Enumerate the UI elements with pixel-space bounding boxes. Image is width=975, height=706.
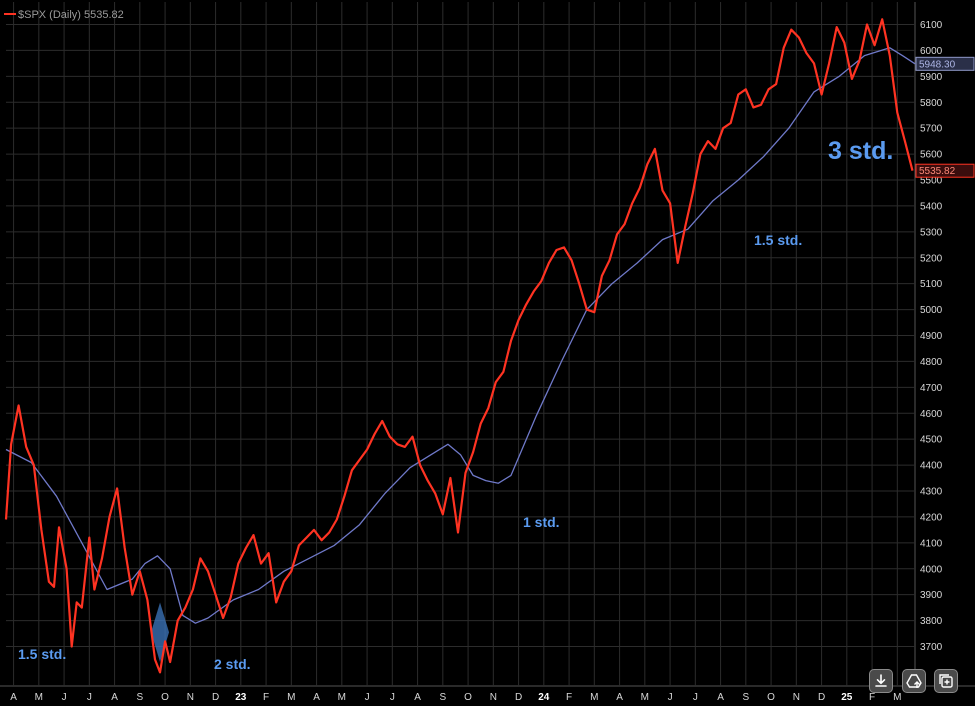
x-tick-label: N bbox=[793, 692, 800, 703]
y-tick-label: 5700 bbox=[920, 124, 943, 135]
x-tick-label: M bbox=[35, 692, 43, 703]
annotation-1-std: 1 std. bbox=[523, 514, 560, 530]
x-axis: A M J J A S O N D 23 F M A M J J A S O N D 24 F M A M J J A S O N D 25 F M bbox=[10, 692, 901, 703]
y-tick-label: 5400 bbox=[920, 201, 943, 212]
download-button[interactable] bbox=[869, 669, 893, 693]
y-tick-label: 4600 bbox=[920, 409, 943, 420]
add-to-collection-button[interactable] bbox=[934, 669, 958, 693]
grid-layer bbox=[0, 2, 975, 687]
x-tick-label: F bbox=[263, 692, 269, 703]
x-tick-label: M bbox=[590, 692, 598, 703]
annotation-1-5-std-left: 1.5 std. bbox=[18, 646, 66, 662]
x-tick-label: M bbox=[641, 692, 649, 703]
y-tick-label: 6100 bbox=[920, 20, 943, 31]
x-tick-label: S bbox=[439, 692, 446, 703]
y-tick-label: 5100 bbox=[920, 279, 943, 290]
legend-label: $SPX (Daily) 5535.82 bbox=[18, 9, 124, 21]
x-tick-label: J bbox=[87, 692, 92, 703]
x-tick-label: M bbox=[287, 692, 295, 703]
x-tick-label: J bbox=[693, 692, 698, 703]
y-tick-label: 5500 bbox=[920, 176, 943, 187]
y-tick-label: 5000 bbox=[920, 305, 943, 316]
x-tick-label: D bbox=[515, 692, 522, 703]
x-tick-label: F bbox=[566, 692, 572, 703]
y-tick-label: 4200 bbox=[920, 512, 943, 523]
x-tick-label: M bbox=[338, 692, 346, 703]
x-tick-label: F bbox=[869, 692, 875, 703]
y-axis: 3700 3800 3900 4000 4100 4200 4300 4400 4500 4600… bbox=[920, 20, 943, 653]
x-tick-label: J bbox=[668, 692, 673, 703]
last-value-label: 5948.30 bbox=[919, 59, 956, 70]
annotation-layer: 1.5 std. 2 std. 1 std. 1.5 std. 3 std. bbox=[18, 137, 893, 672]
x-tick-label: S bbox=[742, 692, 749, 703]
x-tick-label: O bbox=[161, 692, 169, 703]
x-tick-label: D bbox=[212, 692, 219, 703]
chart-legend: $SPX (Daily) 5535.82 bbox=[4, 9, 124, 21]
y-tick-label: 4300 bbox=[920, 487, 943, 498]
y-tick-label: 4800 bbox=[920, 357, 943, 368]
x-tick-label: A bbox=[414, 692, 421, 703]
series-line-spx bbox=[4, 18, 914, 674]
annotation-3-std: 3 std. bbox=[828, 137, 893, 165]
y-tick-label: 3900 bbox=[920, 590, 943, 601]
y-tick-label: 3800 bbox=[920, 616, 943, 627]
y-tick-label: 3700 bbox=[920, 642, 943, 653]
last-value-box bbox=[915, 56, 975, 71]
x-tick-label: N bbox=[187, 692, 194, 703]
y-tick-label: 5900 bbox=[920, 72, 943, 83]
download-icon bbox=[875, 674, 887, 687]
drive-upload-icon bbox=[906, 674, 922, 688]
x-tick-label: N bbox=[490, 692, 497, 703]
y-tick-label: 4900 bbox=[920, 331, 943, 342]
y-tick-label: 5800 bbox=[920, 98, 943, 109]
x-tick-label: D bbox=[818, 692, 825, 703]
last-value-label: 5535.82 bbox=[919, 166, 956, 177]
series-line-moving-average bbox=[5, 47, 916, 624]
y-tick-label: 6000 bbox=[920, 46, 943, 57]
x-tick-label: A bbox=[616, 692, 623, 703]
x-tick-label: J bbox=[390, 692, 395, 703]
annotation-1-5-std-right: 1.5 std. bbox=[754, 232, 802, 248]
x-tick-label: A bbox=[717, 692, 724, 703]
y-tick-label: 4100 bbox=[920, 538, 943, 549]
add-to-collection-icon bbox=[939, 674, 953, 688]
x-tick-label: J bbox=[365, 692, 370, 703]
x-tick-label: A bbox=[10, 692, 17, 703]
series-layer bbox=[4, 18, 916, 674]
y-tick-label: 4000 bbox=[920, 564, 943, 575]
y-tick-label: 5600 bbox=[920, 150, 943, 161]
save-to-drive-button[interactable] bbox=[902, 669, 926, 693]
x-tick-label: 25 bbox=[841, 692, 853, 703]
x-tick-label: 24 bbox=[538, 692, 550, 703]
y-tick-label: 5300 bbox=[920, 227, 943, 238]
x-tick-label: S bbox=[136, 692, 143, 703]
x-tick-label: J bbox=[62, 692, 67, 703]
x-tick-label: M bbox=[893, 692, 901, 703]
y-tick-label: 4500 bbox=[920, 435, 943, 446]
last-value-labels: 5948.30 5535.82 bbox=[915, 56, 975, 178]
x-tick-label: A bbox=[313, 692, 320, 703]
y-tick-label: 4400 bbox=[920, 461, 943, 472]
y-tick-label: 4700 bbox=[920, 383, 943, 394]
x-tick-label: A bbox=[111, 692, 118, 703]
y-tick-label: 5200 bbox=[920, 253, 943, 264]
annotation-2-std: 2 std. bbox=[214, 656, 251, 672]
x-tick-label: 23 bbox=[235, 692, 247, 703]
last-value-box bbox=[915, 163, 975, 178]
x-tick-label: O bbox=[767, 692, 775, 703]
x-tick-label: O bbox=[464, 692, 472, 703]
